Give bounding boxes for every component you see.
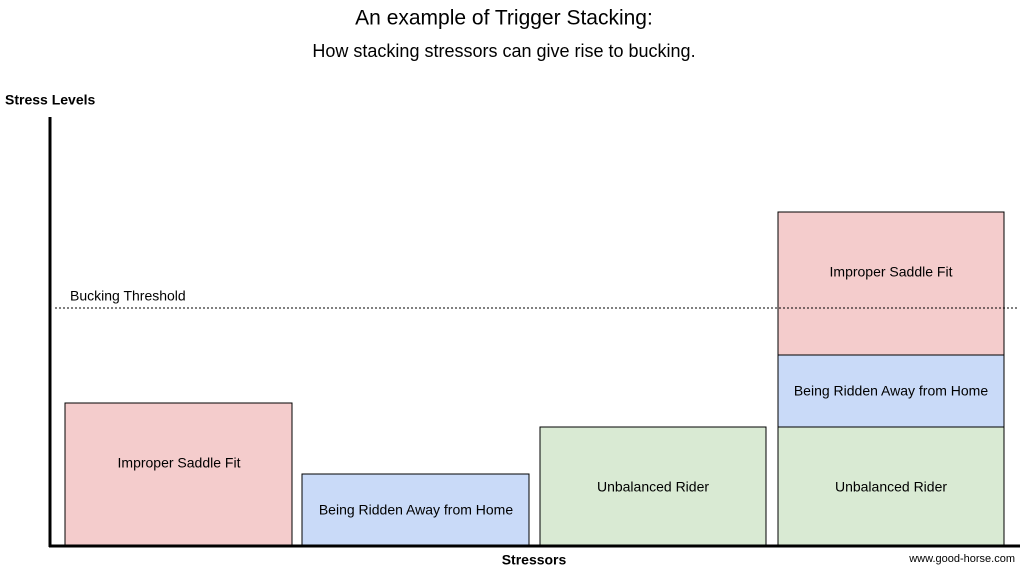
stressor-box — [301, 473, 530, 547]
x-axis-label: Stressors — [502, 552, 567, 568]
stressor-label: Unbalanced Rider — [597, 479, 709, 495]
stressor-box — [539, 426, 767, 547]
stressor-box — [64, 402, 293, 547]
threshold-label: Bucking Threshold — [70, 288, 186, 304]
stacked-box — [777, 211, 1005, 356]
stressor-label: Being Ridden Away from Home — [319, 502, 513, 518]
stressor-label: Improper Saddle Fit — [118, 455, 241, 471]
stacked-label: Unbalanced Rider — [835, 479, 947, 495]
title: An example of Trigger Stacking: — [355, 7, 653, 30]
stacked-box — [777, 354, 1005, 428]
subtitle: How stacking stressors can give rise to … — [312, 41, 695, 61]
y-axis-label: Stress Levels — [5, 92, 95, 108]
stacked-label: Being Ridden Away from Home — [794, 383, 988, 399]
source: www.good-horse.com — [908, 553, 1015, 565]
stacked-label: Improper Saddle Fit — [830, 264, 953, 280]
